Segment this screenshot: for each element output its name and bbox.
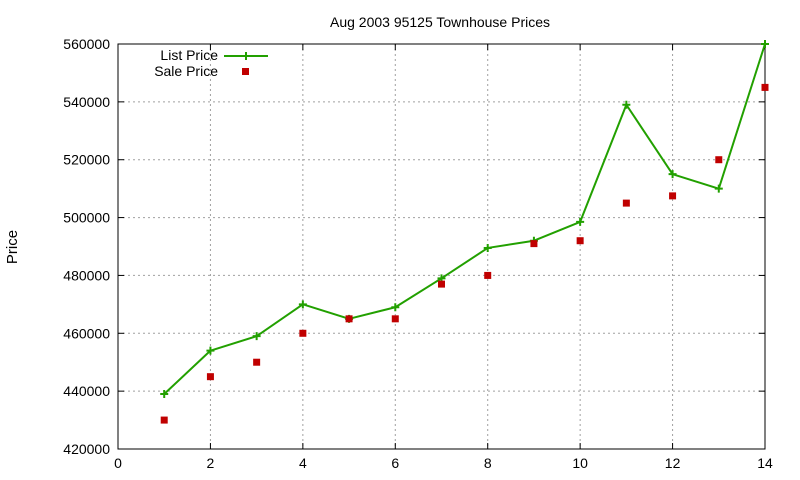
legend-marker-sale-price bbox=[242, 68, 249, 75]
y-tick-label: 560000 bbox=[63, 36, 110, 52]
y-tick-label: 440000 bbox=[63, 383, 110, 399]
list-price-point bbox=[391, 303, 400, 312]
chart-title: Aug 2003 95125 Townhouse Prices bbox=[330, 14, 550, 30]
sale-price-point bbox=[345, 315, 353, 323]
x-tick-label: 14 bbox=[757, 455, 773, 471]
x-tick-label: 4 bbox=[299, 455, 307, 471]
legend-label-sale-price: Sale Price bbox=[154, 63, 218, 79]
sale-price-point bbox=[530, 240, 538, 248]
list-price-point bbox=[622, 100, 631, 109]
list-price-point bbox=[576, 217, 585, 226]
sale-price-point bbox=[206, 373, 214, 381]
x-tick-label: 6 bbox=[391, 455, 399, 471]
x-tick-label: 2 bbox=[207, 455, 215, 471]
y-axis-label: Price bbox=[4, 230, 21, 264]
sale-price-point bbox=[622, 199, 630, 207]
sale-price-point bbox=[715, 156, 723, 164]
list-price-point bbox=[668, 170, 677, 179]
x-tick-label: 12 bbox=[665, 455, 681, 471]
list-price-point bbox=[252, 332, 261, 341]
y-tick-label: 460000 bbox=[63, 325, 110, 341]
list-price-point bbox=[761, 40, 769, 48]
list-price-line bbox=[163, 43, 766, 395]
x-tick-label: 10 bbox=[572, 455, 588, 471]
list-price-point bbox=[714, 184, 723, 193]
sale-price-point bbox=[669, 192, 677, 200]
sale-price-point bbox=[160, 416, 168, 424]
sale-price-point bbox=[576, 237, 584, 245]
legend-marker-list-price bbox=[242, 52, 250, 60]
legend-label-list-price: List Price bbox=[160, 47, 218, 63]
list-price-point bbox=[160, 390, 169, 399]
sale-price-point bbox=[391, 315, 399, 323]
y-tick-label: 500000 bbox=[63, 210, 110, 226]
list-price-point bbox=[298, 300, 307, 309]
grid bbox=[118, 44, 765, 449]
list-price-point bbox=[206, 346, 215, 355]
sale-price-point bbox=[438, 280, 445, 288]
series bbox=[160, 40, 769, 424]
x-tick-label: 8 bbox=[484, 455, 492, 471]
axis-ticks: 0 2 4 6 8 10 12 14 420000 440000 460000 480000 50000… bbox=[63, 36, 773, 471]
x-tick-label: 0 bbox=[114, 455, 122, 471]
y-tick-label: 520000 bbox=[63, 152, 110, 168]
sale-price-point bbox=[484, 271, 492, 279]
list-price-point bbox=[483, 243, 492, 252]
y-tick-label: 540000 bbox=[63, 94, 110, 110]
plot-frame bbox=[117, 43, 766, 450]
sale-price-point bbox=[761, 83, 769, 91]
sale-price-point bbox=[253, 358, 261, 366]
y-tick-label: 420000 bbox=[63, 441, 110, 457]
y-tick-label: 480000 bbox=[63, 267, 110, 283]
sale-price-point bbox=[299, 329, 307, 337]
legend: List Price Sale Price bbox=[154, 47, 268, 79]
